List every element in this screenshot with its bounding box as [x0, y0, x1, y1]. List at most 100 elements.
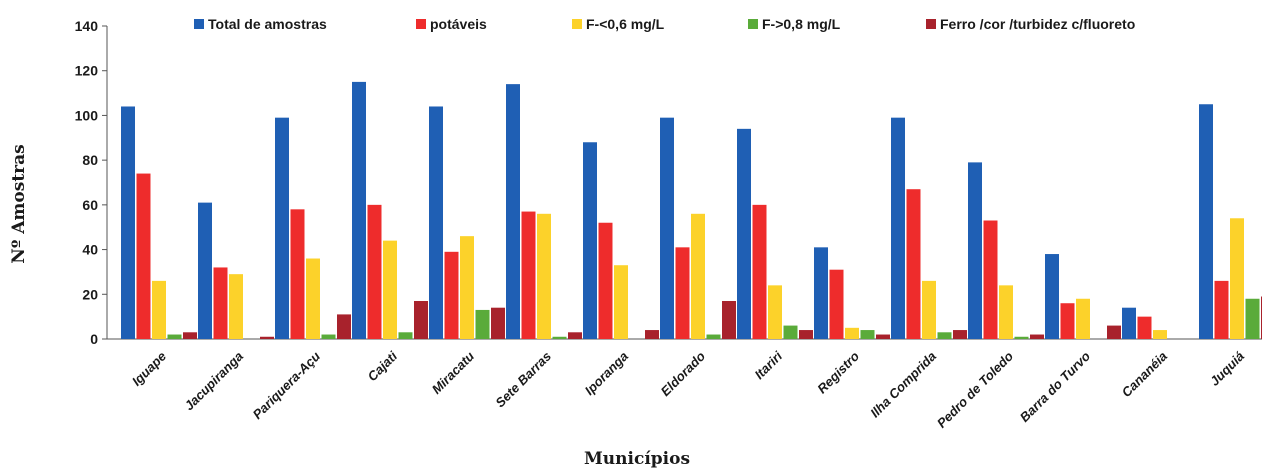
- legend-label: Ferro /cor /turbidez c/fluoreto: [940, 16, 1135, 32]
- bar: [860, 330, 875, 339]
- bar: [598, 222, 613, 339]
- category-label: Pedro de Toledo: [934, 348, 1016, 430]
- legend-swatch: [194, 19, 204, 29]
- bar: [552, 336, 567, 339]
- bar: [537, 213, 551, 339]
- legend-label: Total de amostras: [208, 16, 327, 32]
- bar: [1122, 307, 1136, 339]
- bar: [614, 265, 628, 339]
- bar: [829, 269, 844, 339]
- bar: [1014, 336, 1029, 339]
- bar: [999, 285, 1013, 339]
- bar: [337, 314, 351, 339]
- bar: [229, 274, 243, 339]
- category-label: Juquiá: [1207, 349, 1247, 389]
- legend-label: F->0,8 mg/L: [762, 16, 841, 32]
- bar: [136, 173, 151, 339]
- y-tick-label: 60: [82, 197, 98, 213]
- bar: [1137, 316, 1152, 339]
- bar: [429, 106, 443, 339]
- bar: [752, 204, 767, 339]
- x-axis-title: Municípios: [584, 449, 690, 469]
- bar: [937, 332, 952, 339]
- y-tick-label: 80: [82, 152, 98, 168]
- bar: [213, 267, 228, 339]
- bar: [383, 240, 397, 339]
- bar: [398, 332, 413, 339]
- bar: [367, 204, 382, 339]
- bar: [675, 247, 690, 339]
- category-label: Cajati: [364, 348, 400, 384]
- bar: [1245, 298, 1260, 339]
- bar: [983, 220, 998, 339]
- bar: [414, 300, 428, 339]
- category-label: Itariri: [752, 348, 786, 382]
- bar: [814, 247, 828, 339]
- bar: [891, 117, 905, 340]
- bar: [953, 330, 967, 339]
- category-label: Barra do Turvo: [1017, 348, 1093, 424]
- bar: [845, 327, 859, 339]
- bar: [799, 330, 813, 339]
- bar: [183, 332, 197, 339]
- bar: [352, 81, 366, 340]
- category-label: Cananéia: [1119, 349, 1170, 400]
- bar: [1153, 330, 1167, 339]
- legend-label: potáveis: [430, 16, 487, 32]
- y-tick-label: 140: [75, 18, 99, 34]
- bar: [444, 251, 459, 339]
- bar: [783, 325, 798, 339]
- bar: [167, 334, 182, 339]
- bar: [1045, 254, 1059, 339]
- bar: [1214, 280, 1229, 339]
- bar: [198, 202, 212, 339]
- bar: [491, 307, 505, 339]
- bar: [876, 334, 890, 339]
- bar: [691, 213, 705, 339]
- bar: [306, 258, 320, 339]
- category-label: Miracatu: [429, 348, 477, 396]
- bar: [583, 142, 597, 339]
- y-tick-label: 100: [75, 107, 99, 123]
- bar: [1060, 303, 1075, 339]
- legend-swatch: [416, 19, 426, 29]
- bar: [152, 280, 166, 339]
- bar: [321, 334, 336, 339]
- bar: [1030, 334, 1044, 339]
- bar: [275, 117, 289, 340]
- bar: [506, 84, 520, 339]
- y-tick-label: 0: [90, 331, 98, 347]
- legend-swatch: [926, 19, 936, 29]
- bar: [568, 332, 582, 339]
- bar: [260, 336, 274, 339]
- bars: [121, 81, 1262, 340]
- bar: [645, 330, 659, 339]
- y-tick-label: 20: [82, 286, 98, 302]
- legend-label: F-<0,6 mg/L: [586, 16, 665, 32]
- bar: [737, 128, 751, 339]
- y-axis: 0 20 40 60 80 100 120 140: [75, 18, 108, 347]
- y-tick-label: 40: [82, 242, 98, 258]
- bar: [121, 106, 135, 339]
- bar: [1230, 218, 1244, 339]
- category-label: Sete Barras: [492, 349, 554, 411]
- bar: [1076, 298, 1090, 339]
- category-label: Ilha Comprida: [867, 349, 939, 421]
- legend: Total de amostras potáveis F-<0,6 mg/L F->0…: [194, 16, 1135, 32]
- bar: [460, 236, 474, 339]
- bar: [660, 117, 674, 340]
- y-axis-title: Nº Amostras: [9, 144, 29, 263]
- category-label: Registro: [814, 348, 862, 396]
- bar: [922, 280, 936, 339]
- category-label: Iporanga: [582, 349, 631, 398]
- bar: [968, 162, 982, 339]
- bar: [475, 309, 490, 339]
- bar: [706, 334, 721, 339]
- bar: [768, 285, 782, 339]
- category-label: Eldorado: [658, 348, 708, 398]
- category-label: Iguape: [129, 349, 169, 389]
- bar: [290, 209, 305, 339]
- legend-swatch: [748, 19, 758, 29]
